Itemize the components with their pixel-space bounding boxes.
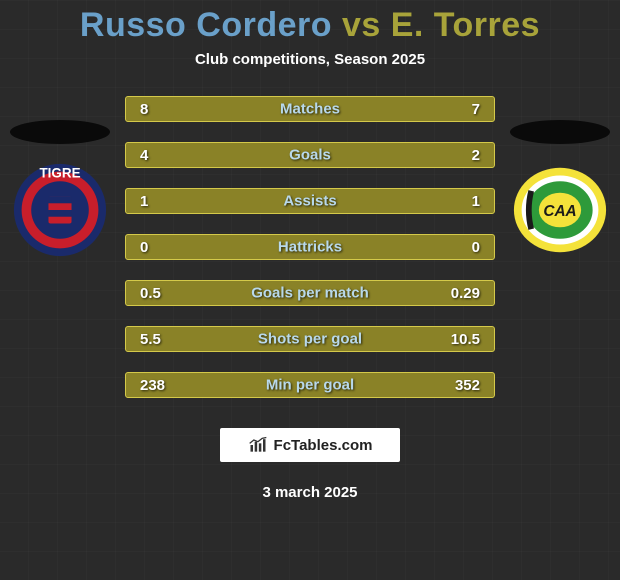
shadow-ellipse-right <box>510 120 610 144</box>
fctables-badge: FcTables.com <box>220 428 400 462</box>
stat-left-value: 5.5 <box>140 331 161 348</box>
stat-row: 8 Matches 7 <box>125 96 495 122</box>
svg-text:TIGRE: TIGRE <box>39 165 80 180</box>
stat-row: 0.5 Goals per match 0.29 <box>125 280 495 306</box>
team-right-logo-wrap: CAA <box>500 120 620 258</box>
stat-row: 4 Goals 2 <box>125 142 495 168</box>
stat-label: Matches <box>280 101 340 118</box>
stat-right-value: 2 <box>472 147 480 164</box>
svg-text:CAA: CAA <box>543 203 576 220</box>
subtitle: Club competitions, Season 2025 <box>195 51 425 68</box>
stat-right-value: 7 <box>472 101 480 118</box>
shadow-ellipse-left <box>10 120 110 144</box>
stat-left-value: 8 <box>140 101 148 118</box>
player-right-name: E. Torres <box>391 6 540 44</box>
stat-left-value: 1 <box>140 193 148 210</box>
stat-right-value: 10.5 <box>451 331 480 348</box>
stat-left-value: 0 <box>140 239 148 256</box>
stat-left-value: 0.5 <box>140 285 161 302</box>
stat-row: 0 Hattricks 0 <box>125 234 495 260</box>
team-left-logo-wrap: TIGRE <box>0 120 120 258</box>
fctables-text: FcTables.com <box>274 437 373 454</box>
stat-right-value: 0.29 <box>451 285 480 302</box>
stat-right-value: 1 <box>472 193 480 210</box>
stat-row: 5.5 Shots per goal 10.5 <box>125 326 495 352</box>
comparison-title: Russo Cordero vs E. Torres <box>80 6 540 45</box>
stat-row: 1 Assists 1 <box>125 188 495 214</box>
stat-label: Hattricks <box>278 239 342 256</box>
stat-left-value: 4 <box>140 147 148 164</box>
stat-label: Goals <box>289 147 331 164</box>
stat-label: Min per goal <box>266 377 354 394</box>
stat-row: 238 Min per goal 352 <box>125 372 495 398</box>
stat-right-value: 352 <box>455 377 480 394</box>
team-left-badge: TIGRE <box>12 162 108 258</box>
stat-right-value: 0 <box>472 239 480 256</box>
stat-label: Goals per match <box>251 285 369 302</box>
team-right-badge: CAA <box>512 162 608 258</box>
stat-label: Assists <box>283 193 336 210</box>
chart-icon <box>248 435 268 455</box>
stat-left-value: 238 <box>140 377 165 394</box>
vs-text: vs <box>332 6 391 44</box>
player-left-name: Russo Cordero <box>80 6 332 44</box>
date-text: 3 march 2025 <box>262 484 357 501</box>
stat-label: Shots per goal <box>258 331 362 348</box>
stats-table: 8 Matches 7 4 Goals 2 1 Assists 1 0 Hattricks 0 0.5 G… <box>125 96 495 398</box>
